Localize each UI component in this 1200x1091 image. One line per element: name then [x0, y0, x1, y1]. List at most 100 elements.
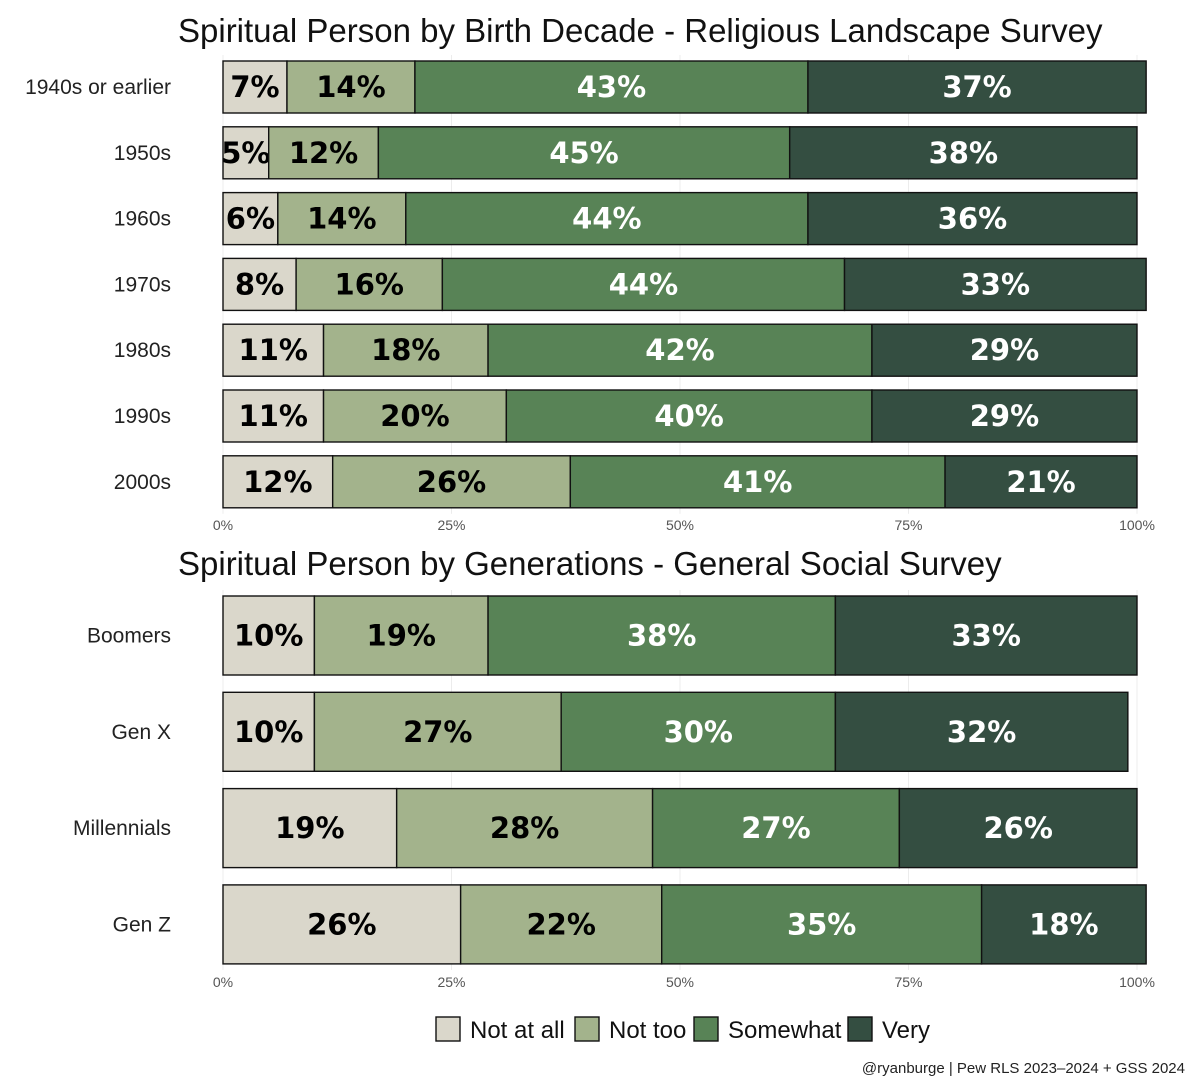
data-label: 14%: [307, 202, 376, 236]
data-label: 14%: [316, 70, 385, 104]
bar-segment-not-too: [322, 389, 508, 443]
data-label: 26%: [983, 811, 1052, 845]
bar-segment-very: [788, 126, 1138, 180]
category-label: 2000s: [114, 471, 171, 494]
bar-segment-not-too: [331, 455, 572, 509]
legend-label-not-too: Not too: [609, 1017, 686, 1044]
bar-segment-somewhat: [377, 126, 791, 180]
x-tick-label: 0%: [213, 974, 233, 990]
bar-segment-very: [944, 455, 1138, 509]
category-label: 1940s or earlier: [25, 76, 171, 99]
category-label: 1990s: [114, 405, 171, 428]
bar-segment-very: [871, 323, 1138, 377]
data-label: 10%: [234, 619, 303, 653]
data-label: 32%: [947, 715, 1016, 749]
bar-segment-very: [843, 257, 1147, 312]
x-tick-label: 50%: [666, 517, 694, 533]
bar-segment-not-at-all: [222, 257, 297, 312]
data-label: 27%: [741, 811, 810, 845]
data-label: 38%: [929, 136, 998, 170]
legend-label-not-at-all: Not at all: [470, 1017, 565, 1044]
category-label: 1980s: [114, 339, 171, 362]
data-label: 10%: [234, 715, 303, 749]
source-caption: @ryanburge | Pew RLS 2023–2024 + GSS 202…: [862, 1060, 1185, 1077]
bar-segment-not-at-all: [222, 389, 325, 443]
bar-segment-very: [834, 595, 1138, 676]
data-label: 22%: [526, 907, 595, 941]
x-tick-label: 100%: [1119, 517, 1155, 533]
data-label: 5%: [221, 136, 270, 170]
category-label: 1960s: [114, 208, 171, 231]
legend-label-somewhat: Somewhat: [728, 1017, 842, 1044]
data-label: 44%: [609, 267, 678, 301]
x-tick-label: 25%: [437, 517, 465, 533]
bar-segment-somewhat: [560, 691, 837, 772]
data-label: 7%: [230, 70, 279, 104]
data-label: 36%: [938, 202, 1007, 236]
data-label: 33%: [961, 267, 1030, 301]
legend-swatch-not-too: [574, 1016, 600, 1042]
legend: Not at all Not too Somewhat Very: [435, 1016, 930, 1044]
data-label: 35%: [787, 907, 856, 941]
data-label: 29%: [970, 399, 1039, 433]
category-label: Millennials: [73, 817, 171, 840]
data-label: 33%: [951, 619, 1020, 653]
category-label: 1970s: [114, 273, 171, 296]
panel-generations: Spiritual Person by Generations - Genera…: [73, 545, 1155, 990]
legend-label-very: Very: [882, 1017, 930, 1044]
data-label: 16%: [335, 267, 404, 301]
bar-segment-somewhat: [661, 884, 983, 965]
data-label: 26%: [307, 907, 376, 941]
data-label: 26%: [417, 465, 486, 499]
x-tick-label: 100%: [1119, 974, 1155, 990]
data-label: 45%: [549, 136, 618, 170]
legend-swatch-very: [847, 1016, 873, 1042]
data-label: 29%: [970, 333, 1039, 367]
data-label: 27%: [403, 715, 472, 749]
bar-segment-very: [807, 60, 1147, 114]
bar-segment-somewhat: [414, 60, 809, 114]
data-label: 28%: [490, 811, 559, 845]
x-tick-label: 0%: [213, 517, 233, 533]
data-label: 6%: [226, 202, 275, 236]
data-label: 18%: [371, 333, 440, 367]
data-label: 44%: [572, 202, 641, 236]
bar-segment-somewhat: [441, 257, 846, 312]
bar-segment-not-too: [313, 595, 489, 676]
data-label: 19%: [275, 811, 344, 845]
bar-segment-somewhat: [569, 455, 946, 509]
bar-segment-not-at-all: [222, 691, 316, 772]
bar-segment-very: [898, 787, 1138, 869]
bar-segment-not-too: [322, 323, 489, 377]
bar-segment-not-at-all: [222, 787, 398, 869]
bar-segment-not-too: [395, 787, 654, 869]
data-label: 8%: [235, 267, 284, 301]
x-tick-label: 25%: [437, 974, 465, 990]
x-tick-label: 50%: [666, 974, 694, 990]
data-label: 11%: [239, 333, 308, 367]
panel-birth-decade: Spiritual Person by Birth Decade - Relig…: [25, 12, 1155, 533]
bar-segment-not-at-all: [222, 595, 316, 676]
data-label: 11%: [239, 399, 308, 433]
data-label: 20%: [380, 399, 449, 433]
category-label: 1950s: [114, 142, 171, 165]
data-label: 21%: [1006, 465, 1075, 499]
chart-title: Spiritual Person by Generations - Genera…: [178, 545, 1002, 582]
bar-segment-not-too: [459, 884, 663, 965]
data-label: 40%: [654, 399, 723, 433]
legend-swatch-not-at-all: [435, 1016, 461, 1042]
data-label: 37%: [942, 70, 1011, 104]
chart-title: Spiritual Person by Birth Decade - Relig…: [178, 12, 1103, 49]
bar-segment-somewhat: [505, 389, 873, 443]
bar-segment-very: [834, 691, 1129, 772]
data-label: 38%: [627, 619, 696, 653]
bar-segment-very: [807, 191, 1138, 246]
bar-segment-somewhat: [651, 787, 901, 869]
data-label: 42%: [645, 333, 714, 367]
data-label: 19%: [367, 619, 436, 653]
data-label: 18%: [1029, 907, 1098, 941]
data-label: 41%: [723, 465, 792, 499]
legend-swatch-somewhat: [693, 1016, 719, 1042]
bar-segment-not-at-all: [222, 126, 270, 180]
